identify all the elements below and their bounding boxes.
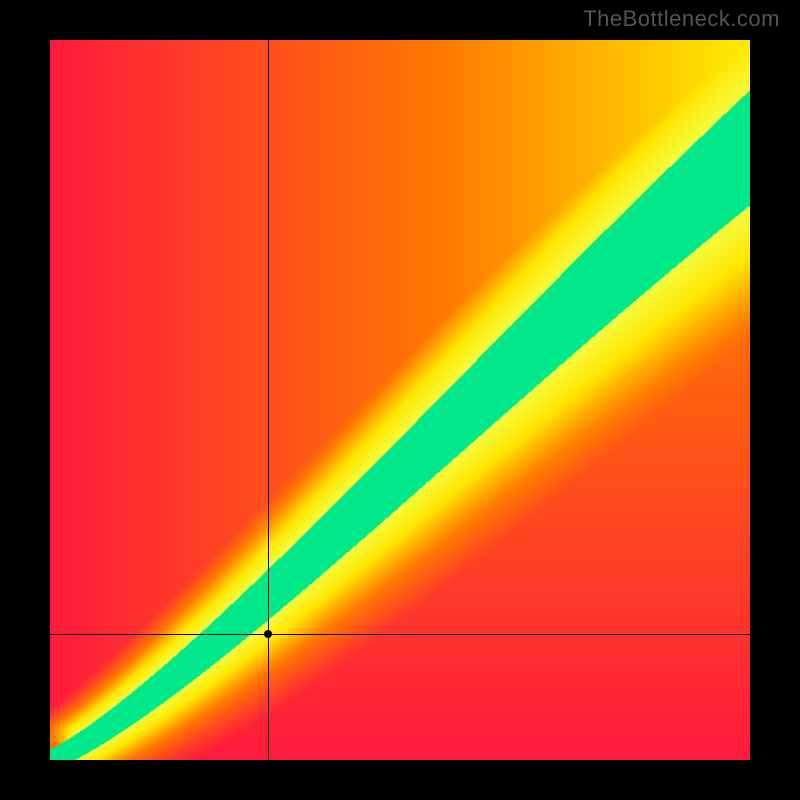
watermark-text: TheBottleneck.com [583,6,780,32]
heatmap-canvas [50,40,750,760]
crosshair-dot [264,630,272,638]
crosshair-vertical [268,40,269,760]
bottleneck-heatmap [50,40,750,760]
crosshair-horizontal [50,634,750,635]
